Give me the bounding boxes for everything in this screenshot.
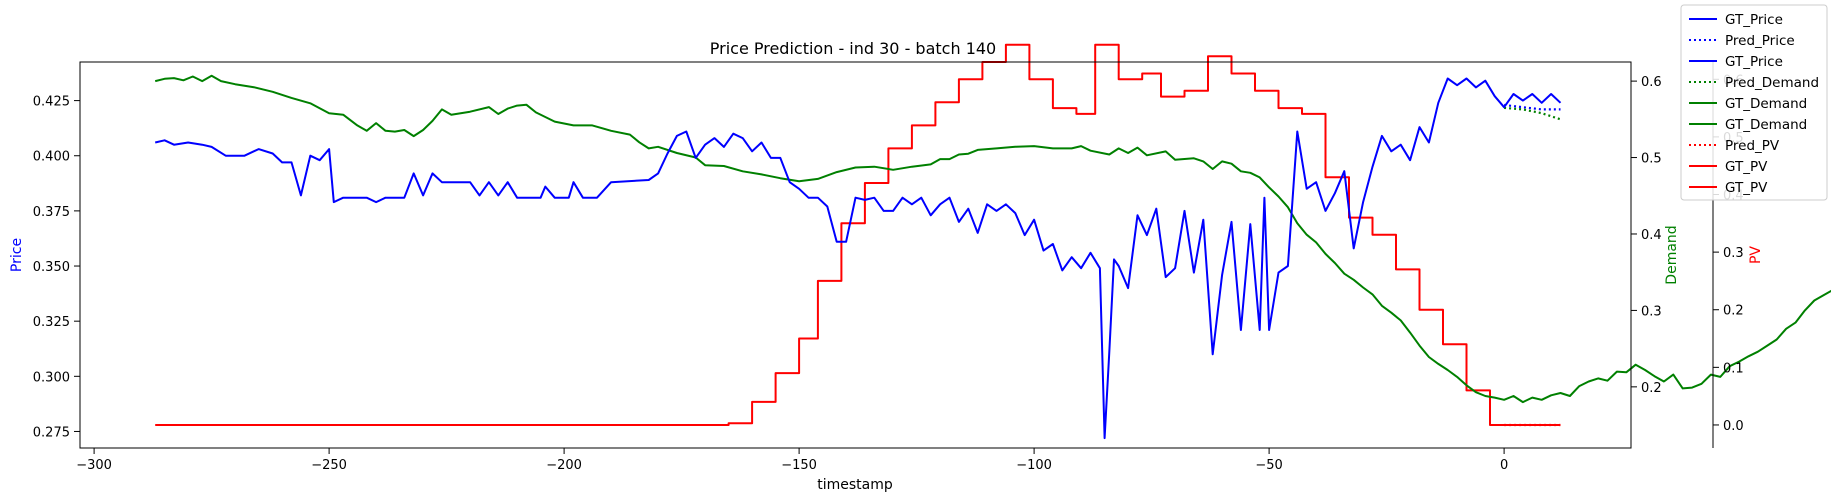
x-axis-title: timestamp <box>817 477 893 493</box>
demand-tick-label: 0.5 <box>1641 152 1662 167</box>
pv-tick-label: 0.2 <box>1723 304 1744 319</box>
pv-tick-label: 0.1 <box>1723 361 1744 376</box>
plot-area <box>154 43 1831 440</box>
demand-tick-label: 0.4 <box>1641 228 1662 243</box>
price-axis-title: Price <box>9 238 25 272</box>
legend: GT_Price Pred_Price GT_Price Pred_Demand GT_… <box>1680 4 1828 201</box>
x-tick-label: 0 <box>1500 458 1508 473</box>
price-tick-label: 0.275 <box>33 425 70 440</box>
x-tick-label: −150 <box>781 458 817 473</box>
price-tick-label: 0.375 <box>33 205 70 220</box>
legend-label: GT_PV <box>1725 159 1768 175</box>
chart-title: Price Prediction - ind 30 - batch 140 <box>710 39 996 58</box>
demand-tick-label: 0.6 <box>1641 75 1662 90</box>
series-line-pred-price <box>1503 103 1561 111</box>
demand-tick-label: 0.2 <box>1641 381 1662 396</box>
price-tick-label: 0.300 <box>33 370 70 385</box>
legend-label: GT_PV <box>1725 180 1768 196</box>
legend-label: GT_Price <box>1725 12 1783 28</box>
legend-label: Pred_PV <box>1725 138 1780 154</box>
price-tick-label: 0.425 <box>33 95 70 110</box>
pv-axis-title: PV <box>1748 246 1764 264</box>
legend-label: Pred_Price <box>1725 33 1795 49</box>
x-tick-label: −250 <box>311 458 347 473</box>
price-tick-label: 0.400 <box>33 150 70 165</box>
axes-group: −300 −250 −200 −150 −100 −50 0 0.275 0.300 0.325 0… <box>9 62 1764 473</box>
x-tick-label: −50 <box>1255 458 1282 473</box>
series-line-gt-pv <box>155 43 1561 426</box>
price-tick-label: 0.325 <box>33 315 70 330</box>
pv-tick-label: 0.3 <box>1723 246 1744 261</box>
legend-label: GT_Demand <box>1725 96 1807 112</box>
price-tick-label: 0.350 <box>33 260 70 275</box>
series-line-pred-demand <box>1504 106 1561 121</box>
demand-axis-title: Demand <box>1664 225 1680 284</box>
x-tick-label: −200 <box>546 458 582 473</box>
series-line-gt-price <box>154 77 1562 440</box>
x-tick-label: −300 <box>76 458 112 473</box>
x-tick-label: −100 <box>1016 458 1052 473</box>
legend-label: GT_Price <box>1725 54 1783 70</box>
legend-label: GT_Demand <box>1725 117 1807 133</box>
series-line-gt-demand <box>154 74 1831 404</box>
pv-tick-label: 0.0 <box>1723 419 1744 434</box>
legend-label: Pred_Demand <box>1725 75 1819 91</box>
plot-frame <box>79 61 1632 449</box>
demand-tick-label: 0.3 <box>1641 304 1662 319</box>
legend-box <box>1680 4 1828 201</box>
